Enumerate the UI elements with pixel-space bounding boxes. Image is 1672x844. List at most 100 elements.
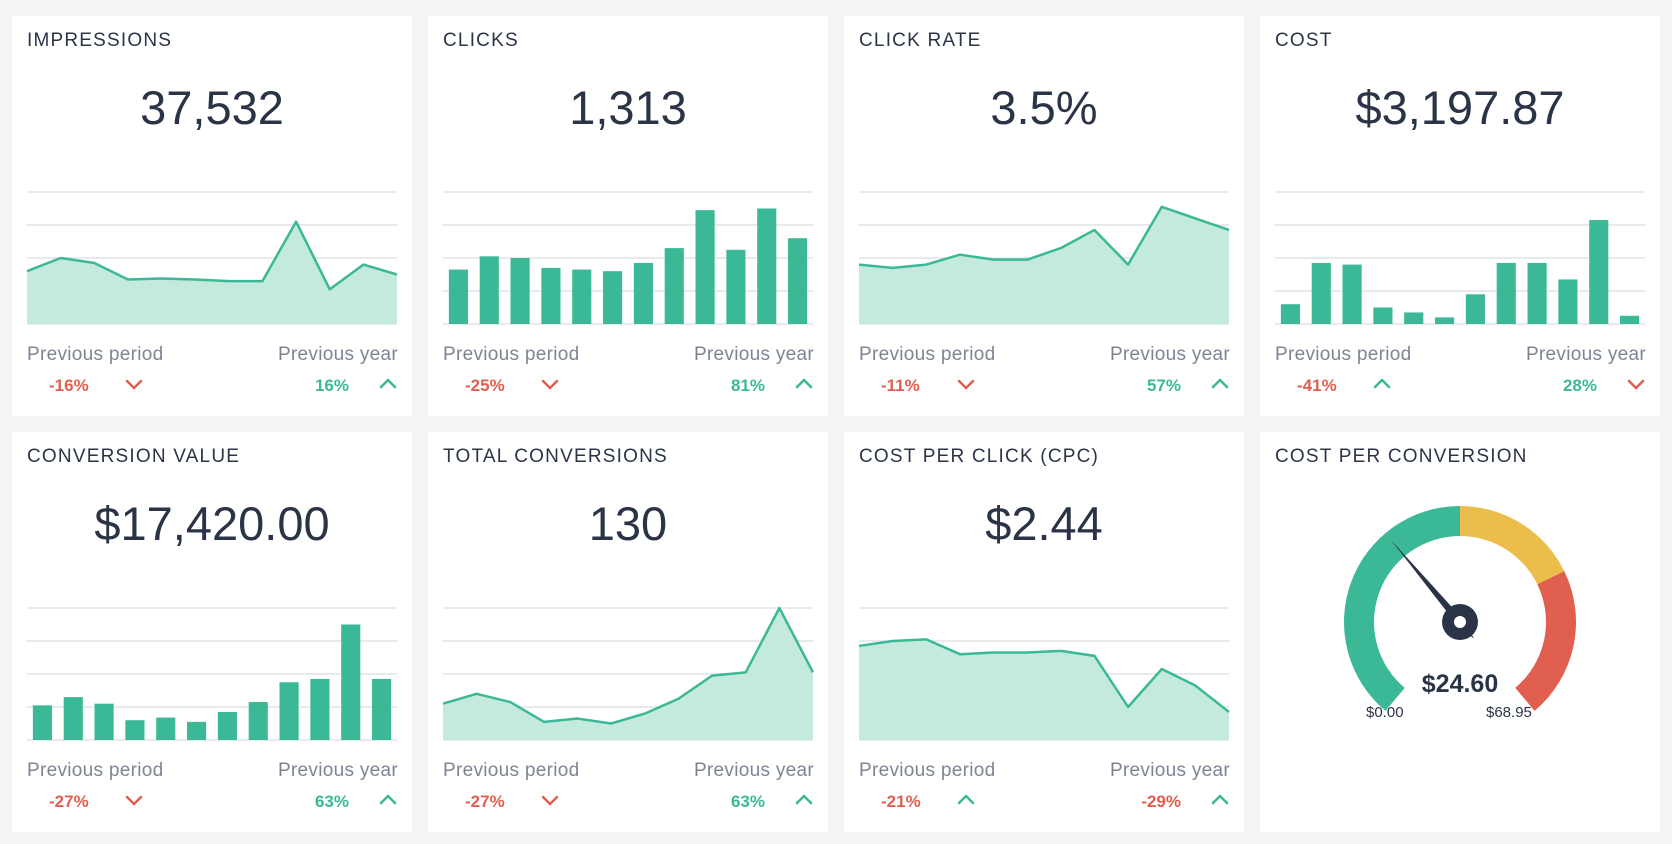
previous-year-label: Previous year [693,760,814,781]
chart-bar [1589,220,1609,324]
chart-bar [1496,262,1516,324]
card-click-rate[interactable]: CLICK RATE 3.5% Previous period Previous ye… [844,16,1244,416]
gauge-segment-green [1344,506,1460,711]
chart-bar [572,269,592,324]
card-title: COST [1275,30,1333,51]
card-value: 37,532 [140,81,284,134]
card-cost-per-conversion[interactable]: COST PER CONVERSION $24.60 $0.00 $68.95 [1260,432,1660,832]
previous-year-change: 28% [1562,376,1597,395]
chevron-down-icon [540,788,560,812]
chart-bar [1620,315,1640,324]
gauge-segment-yellow [1460,506,1565,585]
sparkline-chart [27,607,397,741]
card-title: CONVERSION VALUE [27,446,241,467]
card-cost[interactable]: COST $3,197.87 Previous period Previous yea… [1260,16,1660,416]
chart-line [858,205,1230,270]
chart-bar [156,717,176,740]
chart-bar [217,711,237,740]
card-cost-per-click[interactable]: COST PER CLICK (CPC) $2.44 Previous period… [844,432,1244,832]
previous-year-change: 57% [1146,376,1181,395]
chart-bar [1435,317,1455,324]
previous-period-change: -16% [49,376,89,395]
chart-bar [94,703,114,740]
dashboard-grid: IMPRESSIONS 37,532 Previous period Previous… [12,16,1660,832]
previous-period-change: -27% [465,792,505,811]
previous-period-label: Previous period [443,760,580,781]
chart-bar [726,249,746,324]
previous-period-change: -27% [49,792,89,811]
gauge-max-label: $68.95 [1486,704,1532,721]
chevron-up-icon [378,372,398,396]
card-title: COST PER CLICK (CPC) [859,446,1100,467]
chart-bar [279,682,299,740]
chevron-down-icon [124,372,144,396]
previous-period-change: -21% [881,792,921,811]
chart-area-fill [443,608,813,740]
gauge-min-label: $0.00 [1366,704,1404,721]
previous-period-label: Previous period [27,344,164,365]
card-conversion-value[interactable]: CONVERSION VALUE $17,420.00 Previous perio… [12,432,412,832]
chart-bar [664,248,684,324]
chart-bar [695,210,715,324]
card-value: $3,197.87 [1355,81,1565,134]
chart-bar [1527,262,1547,324]
previous-year-label: Previous year [277,760,398,781]
gauge-segment-red [1515,571,1576,711]
previous-year-change: -29% [1141,792,1181,811]
card-clicks[interactable]: CLICKS 1,313 Previous period Previous year -… [428,16,828,416]
chevron-up-icon [1210,788,1230,812]
chart-bar [1558,279,1578,324]
chart-bar [633,262,653,324]
card-impressions[interactable]: IMPRESSIONS 37,532 Previous period Previous… [12,16,412,416]
previous-period-change: -41% [1297,376,1337,395]
sparkline-chart [442,606,815,741]
chevron-down-icon [540,372,560,396]
previous-period-label: Previous period [27,760,164,781]
chart-bar [757,208,777,324]
chevron-up-icon [378,788,398,812]
previous-year-label: Previous year [693,344,814,365]
previous-period-label: Previous period [859,760,996,781]
chart-bar [372,678,392,740]
previous-year-change: 81% [730,376,765,395]
chart-bar [248,702,268,740]
chart-bar [32,705,52,740]
previous-period-label: Previous period [443,344,580,365]
chart-bar [1280,304,1300,324]
card-value: $2.44 [985,497,1103,550]
card-title: COST PER CONVERSION [1275,446,1528,467]
chart-line [858,638,1230,713]
card-value: 3.5% [990,81,1098,134]
chart-bar [448,269,468,324]
chart-area-fill [859,206,1229,324]
chart-bar [1342,264,1362,324]
chart-bar [788,238,808,324]
previous-period-change: -11% [881,376,920,395]
previous-year-change: 63% [730,792,765,811]
chart-bar [479,256,499,324]
chart-line [26,220,398,291]
chart-bar [341,624,361,740]
chevron-down-icon [956,372,976,396]
chart-bar [1465,294,1485,324]
chart-bar [125,720,145,740]
chart-bar [310,678,330,740]
previous-period-label: Previous period [859,344,996,365]
chart-area-fill [27,221,397,324]
previous-period-label: Previous period [1275,344,1412,365]
chart-bar [1404,312,1424,324]
card-value: 130 [588,497,668,550]
gauge-chart [1344,506,1576,711]
previous-year-label: Previous year [277,344,398,365]
previous-year-label: Previous year [1109,344,1230,365]
chevron-down-icon [1626,372,1646,396]
gauge-hub-center [1454,616,1466,628]
previous-year-label: Previous year [1525,344,1646,365]
gauge-value: $24.60 [1421,670,1499,698]
card-total-conversions[interactable]: TOTAL CONVERSIONS 130 Previous period Previ… [428,432,828,832]
chart-area-fill [859,639,1229,740]
chart-bar [1373,307,1393,324]
chart-bar [63,697,83,740]
previous-year-change: 16% [314,376,349,395]
card-title: TOTAL CONVERSIONS [443,446,668,467]
